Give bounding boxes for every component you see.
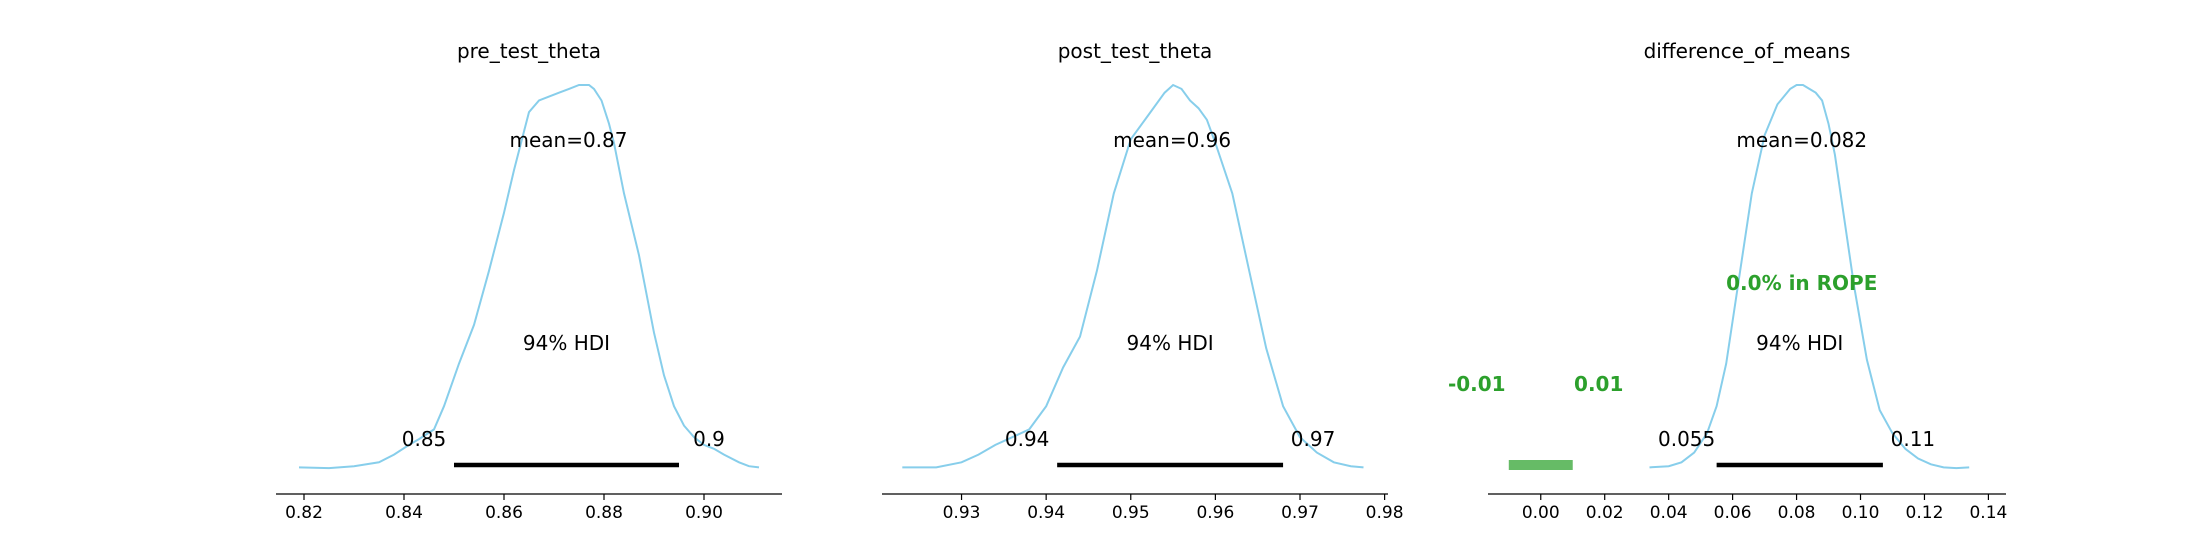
panel-3-rope-low-label: -0.01	[1448, 372, 1506, 396]
panel-1-tick-label: 0.88	[585, 503, 623, 523]
panel-3-hdi-high-label: 0.11	[1891, 427, 1936, 451]
panel-1-tick-label: 0.86	[485, 503, 523, 523]
panel-1-tick-label: 0.84	[385, 503, 423, 523]
panel-2-hdi-low-label: 0.94	[1005, 427, 1050, 451]
panel-2-tick-label: 0.95	[1112, 503, 1150, 523]
panel-3-rope-percent-label: 0.0% in ROPE	[1726, 271, 1877, 295]
panel-1-mean-label: mean=0.87	[509, 128, 627, 152]
panel-3-hdi-low-label: 0.055	[1658, 427, 1715, 451]
panel-3-tick-label: 0.14	[1969, 503, 2007, 523]
panel-3-tick-label: 0.06	[1714, 503, 1752, 523]
panel-3-title: difference_of_means	[1644, 39, 1851, 63]
panel-2-hdi-high-label: 0.97	[1291, 427, 1336, 451]
panel-1-tick-label: 0.90	[685, 503, 723, 523]
panel-3-tick-label: 0.04	[1650, 503, 1688, 523]
panel-3-tick-label: 0.10	[1842, 503, 1880, 523]
panel-3-tick-label: 0.12	[1906, 503, 1944, 523]
panel-2-tick-label: 0.96	[1196, 503, 1234, 523]
panel-2-tick-label: 0.97	[1281, 503, 1319, 523]
panel-3-rope-high-label: 0.01	[1574, 372, 1623, 396]
panel-3-tick-label: 0.00	[1522, 503, 1560, 523]
panel-3-mean-label: mean=0.082	[1736, 128, 1867, 152]
panel-2-title: post_test_theta	[1058, 39, 1213, 63]
panel-3-hdi-label: 94% HDI	[1756, 331, 1843, 355]
panel-1-tick-label: 0.82	[285, 503, 323, 523]
panel-1-density-curve	[298, 84, 760, 470]
panel-2-tick-label: 0.98	[1366, 503, 1404, 523]
panel-2-tick-label: 0.94	[1027, 503, 1065, 523]
panel-1-hdi-label: 94% HDI	[523, 331, 610, 355]
panel-2-hdi-label: 94% HDI	[1127, 331, 1214, 355]
panel-2-tick-label: 0.93	[943, 503, 981, 523]
panel-3-tick-label: 0.02	[1586, 503, 1624, 523]
panel-3-density-curve	[1649, 84, 1970, 470]
panel-2-mean-label: mean=0.96	[1113, 128, 1231, 152]
panel-1-hdi-high-label: 0.9	[693, 427, 725, 451]
panel-1-title: pre_test_theta	[457, 39, 601, 63]
panel-1-hdi-low-label: 0.85	[402, 427, 447, 451]
panel-2-density-curve	[902, 83, 1364, 469]
panel-3-tick-label: 0.08	[1778, 503, 1816, 523]
